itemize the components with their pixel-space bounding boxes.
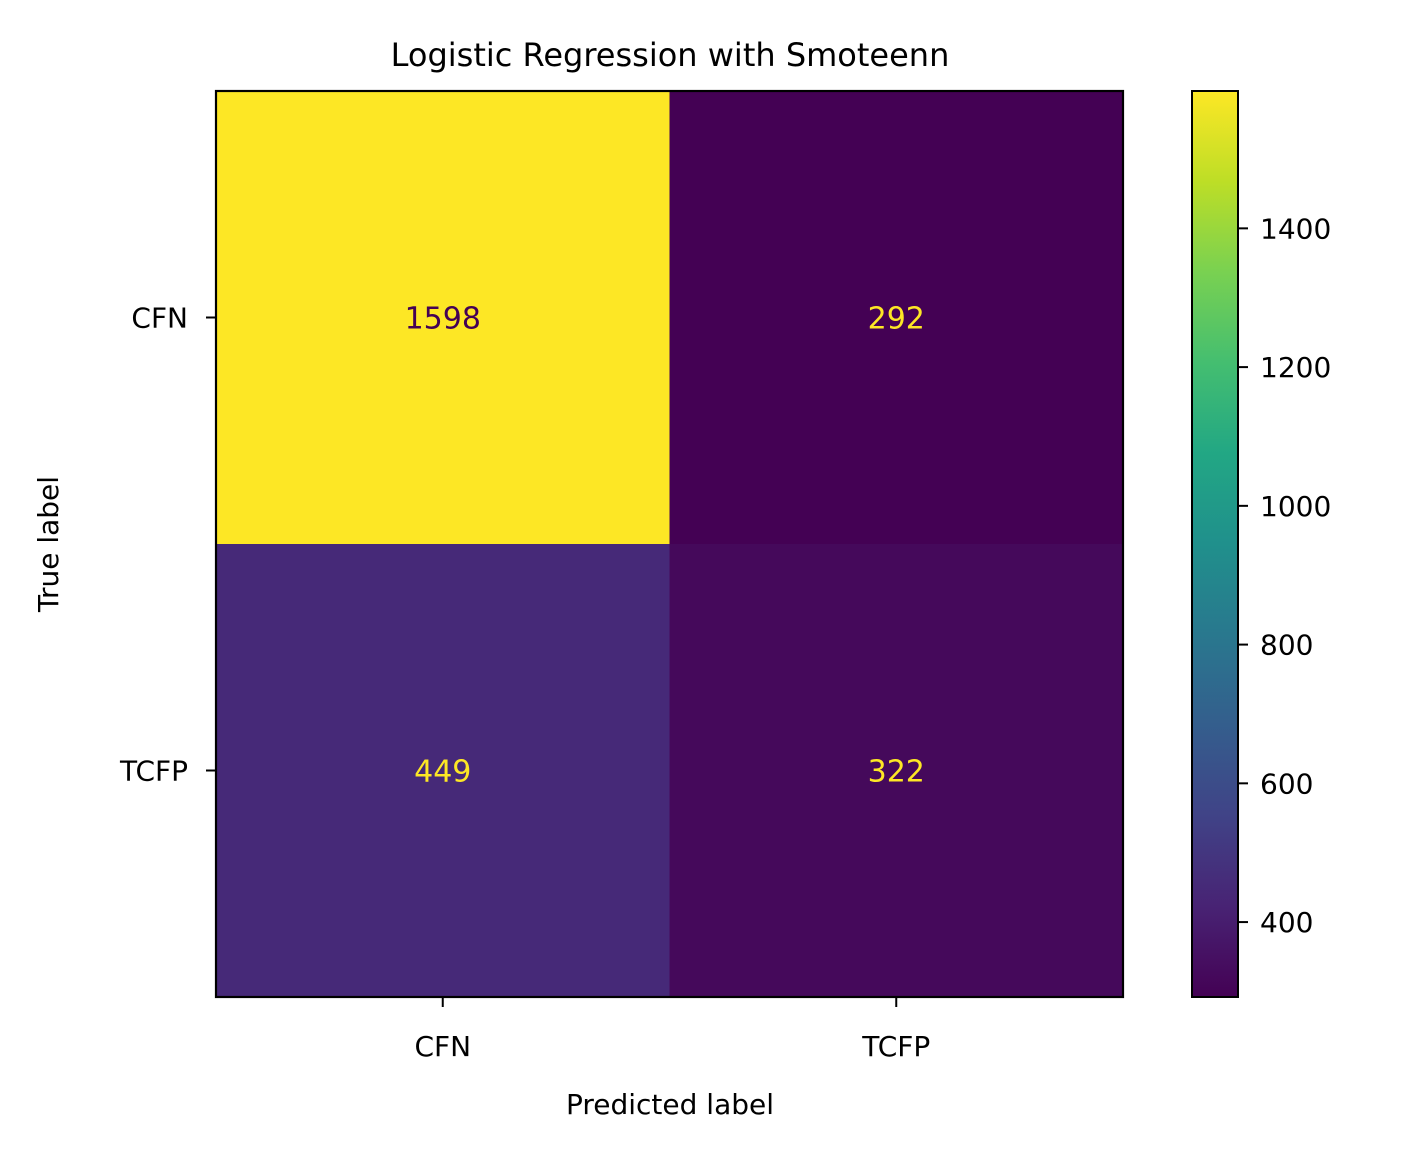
- heatmap-cell-tcfp-cfn: [216, 544, 670, 998]
- plot-frame: [214, 89, 1125, 999]
- cell-value-label: 292: [868, 302, 925, 337]
- heatmap-cell-cfn-cfn: [216, 91, 670, 545]
- colorbar-tick-label: 1400: [1260, 212, 1331, 245]
- colorbar-tick-label: 600: [1260, 767, 1313, 800]
- cell-value-label: 322: [868, 755, 925, 790]
- cell-value-labels: 1598 292 449 322: [405, 302, 925, 790]
- x-axis-label: Predicted label: [566, 1088, 774, 1121]
- colorbar-tick-label: 1200: [1260, 351, 1331, 384]
- heatmap-cells: [216, 91, 1124, 998]
- x-tick-label: TCFP: [861, 1030, 930, 1063]
- colorbar-tick-label: 400: [1260, 906, 1313, 939]
- colorbar-tick-label: 800: [1260, 629, 1313, 662]
- cell-value-label: 449: [414, 755, 471, 790]
- x-tick-label: CFN: [414, 1030, 471, 1063]
- heatmap-cell-cfn-tcfp: [669, 91, 1124, 545]
- colorbar: [1191, 90, 1239, 998]
- chart-title: Logistic Regression with Smoteenn: [391, 36, 950, 74]
- y-tick-label: TCFP: [119, 755, 188, 788]
- colorbar-ticks: 400 600 800 1000 1200 1400: [1238, 212, 1331, 939]
- y-axis-label: True label: [32, 476, 65, 613]
- y-axis-ticks: CFN TCFP: [119, 302, 216, 788]
- cell-value-label: 1598: [405, 302, 481, 337]
- heatmap-cell-tcfp-tcfp: [669, 544, 1124, 998]
- colorbar-tick-label: 1000: [1260, 490, 1331, 523]
- y-tick-label: CFN: [131, 302, 188, 335]
- x-axis-ticks: CFN TCFP: [414, 997, 930, 1063]
